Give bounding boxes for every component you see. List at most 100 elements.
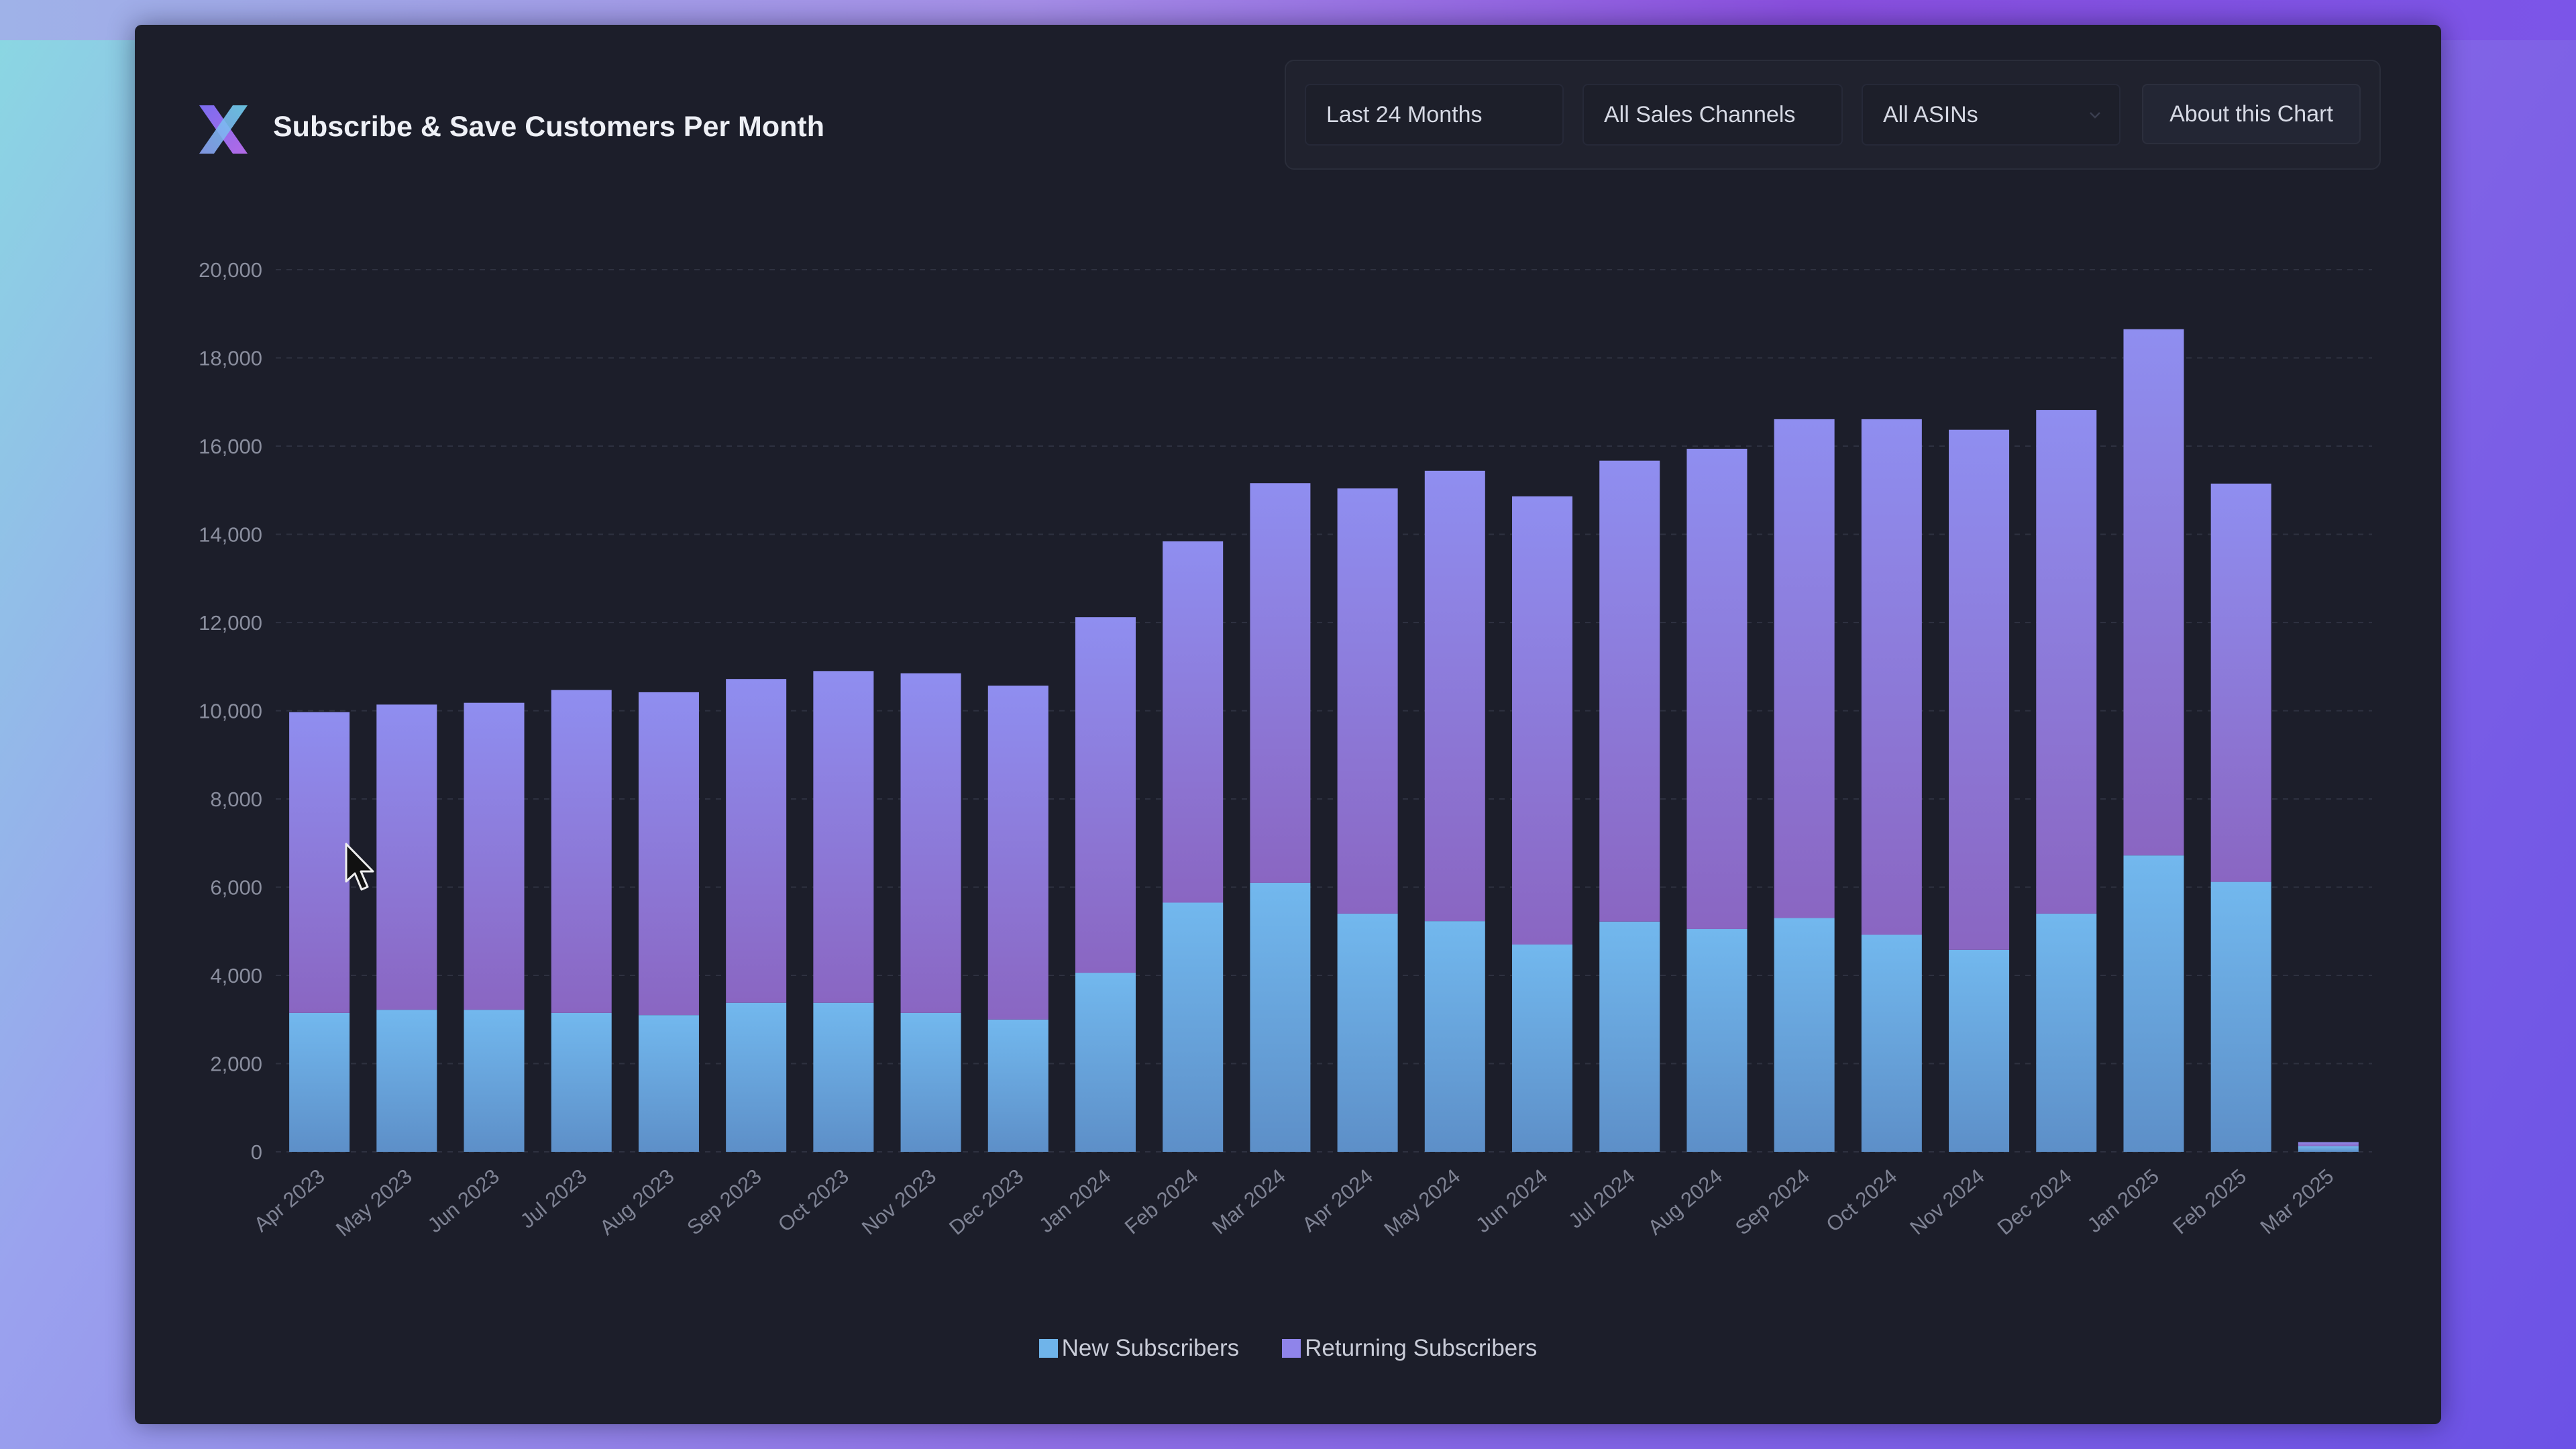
bar-returning-subscribers[interactable] — [638, 692, 699, 1016]
bar-new-subscribers[interactable] — [464, 1010, 525, 1152]
bar-chart: 0 2,000 4,000 6,000 8,000 10,000 12,000 14,000 1… — [199, 258, 2372, 1241]
bar-returning-subscribers[interactable] — [2036, 410, 2097, 914]
legend-swatch-new — [1038, 1339, 1058, 1358]
y-tick-label: 18,000 — [199, 347, 262, 370]
bar-returning-subscribers[interactable] — [2123, 329, 2184, 856]
y-tick-label: 0 — [251, 1140, 262, 1164]
y-tick-label: 2,000 — [210, 1053, 262, 1076]
x-tick-label: Dec 2024 — [1993, 1165, 2076, 1240]
bar-returning-subscribers[interactable] — [1949, 429, 2010, 950]
bar-new-subscribers[interactable] — [376, 1010, 437, 1152]
bar-new-subscribers[interactable] — [2123, 855, 2184, 1152]
bar-new-subscribers[interactable] — [1075, 973, 1136, 1152]
about-chart-button[interactable]: About this Chart — [2142, 84, 2361, 144]
bar-returning-subscribers[interactable] — [1075, 617, 1136, 973]
bar-new-subscribers[interactable] — [289, 1012, 350, 1152]
x-tick-label: Aug 2023 — [595, 1165, 678, 1240]
x-tick-label: May 2024 — [1380, 1165, 1465, 1241]
bar-new-subscribers[interactable] — [1424, 921, 1485, 1152]
x-tick-label: Aug 2024 — [1644, 1165, 1727, 1240]
bar-returning-subscribers[interactable] — [2298, 1142, 2359, 1146]
bar-new-subscribers[interactable] — [1599, 921, 1660, 1152]
bar-new-subscribers[interactable] — [1512, 944, 1573, 1152]
bar-returning-subscribers[interactable] — [289, 712, 350, 1013]
x-tick-label: Mar 2024 — [1208, 1165, 1290, 1239]
bar-returning-subscribers[interactable] — [464, 702, 525, 1010]
bar-returning-subscribers[interactable] — [1424, 470, 1485, 922]
x-tick-label: Feb 2025 — [2168, 1165, 2251, 1239]
period-select[interactable]: Last 24 Months — [1305, 84, 1564, 146]
y-tick-label: 10,000 — [199, 700, 262, 723]
x-tick-label: Jul 2024 — [1564, 1165, 1639, 1233]
bar-returning-subscribers[interactable] — [900, 673, 961, 1013]
period-select-label: Last 24 Months — [1326, 101, 1483, 127]
bar-returning-subscribers[interactable] — [1512, 496, 1573, 945]
bar-new-subscribers[interactable] — [2210, 881, 2271, 1152]
x-tick-label: Jan 2025 — [2083, 1165, 2163, 1238]
filter-toolbar: Last 24 Months All Sales Channels All AS… — [1285, 60, 2381, 170]
sales-channel-select-label: All Sales Channels — [1604, 101, 1796, 127]
bar-returning-subscribers[interactable] — [1337, 488, 1398, 914]
chart-panel: Subscribe & Save Customers Per Month Las… — [135, 25, 2441, 1424]
mouse-pointer-icon — [345, 843, 374, 891]
x-tick-label: Apr 2023 — [250, 1165, 329, 1237]
bar-new-subscribers[interactable] — [900, 1012, 961, 1152]
chart-title: Subscribe & Save Customers Per Month — [273, 111, 824, 143]
bar-returning-subscribers[interactable] — [1250, 483, 1311, 883]
x-tick-label: Nov 2023 — [857, 1165, 941, 1240]
x-tick-label: Feb 2024 — [1120, 1165, 1203, 1239]
asin-select[interactable]: All ASINs — [1862, 84, 2121, 146]
bar-new-subscribers[interactable] — [551, 1012, 612, 1152]
bar-new-subscribers[interactable] — [1337, 913, 1398, 1152]
x-tick-label: May 2023 — [331, 1165, 417, 1241]
x-tick-label: Sep 2024 — [1731, 1165, 1814, 1240]
bar-returning-subscribers[interactable] — [376, 704, 437, 1010]
bar-returning-subscribers[interactable] — [726, 679, 787, 1003]
bar-new-subscribers[interactable] — [1949, 949, 2010, 1152]
bar-new-subscribers[interactable] — [987, 1019, 1049, 1152]
asin-select-label: All ASINs — [1883, 101, 1978, 127]
y-tick-label: 4,000 — [210, 964, 262, 987]
bar-returning-subscribers[interactable] — [1163, 541, 1224, 903]
bar-new-subscribers[interactable] — [2298, 1146, 2359, 1152]
bar-new-subscribers[interactable] — [2036, 913, 2097, 1152]
x-tick-label: Sep 2023 — [682, 1165, 765, 1240]
legend-swatch-returning — [1282, 1339, 1301, 1358]
x-tick-label: Dec 2023 — [945, 1165, 1028, 1240]
x-tick-label: Jul 2023 — [516, 1165, 591, 1233]
legend-label-returning: Returning Subscribers — [1305, 1335, 1538, 1361]
x-tick-label: Mar 2025 — [2256, 1165, 2339, 1239]
bar-returning-subscribers[interactable] — [1686, 448, 1748, 929]
bar-returning-subscribers[interactable] — [987, 686, 1049, 1020]
chevron-down-icon — [2088, 108, 2102, 121]
legend-new-subscribers[interactable]: New Subscribers — [1038, 1335, 1239, 1362]
bar-returning-subscribers[interactable] — [1774, 419, 1835, 918]
bar-new-subscribers[interactable] — [1686, 928, 1748, 1152]
bar-new-subscribers[interactable] — [1774, 918, 1835, 1152]
y-tick-label: 20,000 — [199, 258, 262, 282]
y-tick-label: 8,000 — [210, 788, 262, 811]
x-tick-label: Apr 2024 — [1297, 1165, 1377, 1237]
bar-returning-subscribers[interactable] — [1861, 419, 1922, 935]
bar-returning-subscribers[interactable] — [1599, 460, 1660, 922]
x-tick-label: Jun 2024 — [1471, 1165, 1552, 1238]
sales-channel-select[interactable]: All Sales Channels — [1582, 84, 1843, 146]
y-tick-label: 16,000 — [199, 435, 262, 458]
bar-new-subscribers[interactable] — [1250, 882, 1311, 1152]
bar-returning-subscribers[interactable] — [2210, 483, 2271, 882]
y-tick-label: 14,000 — [199, 523, 262, 547]
x-tick-label: Jan 2024 — [1034, 1165, 1115, 1238]
bar-returning-subscribers[interactable] — [813, 671, 874, 1003]
x-tick-label: Oct 2023 — [773, 1165, 853, 1237]
bar-new-subscribers[interactable] — [813, 1002, 874, 1152]
bar-new-subscribers[interactable] — [1861, 934, 1922, 1152]
legend-returning-subscribers[interactable]: Returning Subscribers — [1282, 1335, 1537, 1362]
bar-new-subscribers[interactable] — [726, 1002, 787, 1152]
bar-new-subscribers[interactable] — [638, 1015, 699, 1152]
bar-new-subscribers[interactable] — [1163, 902, 1224, 1152]
x-logo-icon — [199, 105, 248, 154]
x-tick-label: Nov 2024 — [1905, 1165, 1988, 1240]
y-tick-label: 12,000 — [199, 611, 262, 635]
bar-returning-subscribers[interactable] — [551, 690, 612, 1013]
chart-legend: New Subscribers Returning Subscribers — [135, 1335, 2441, 1362]
